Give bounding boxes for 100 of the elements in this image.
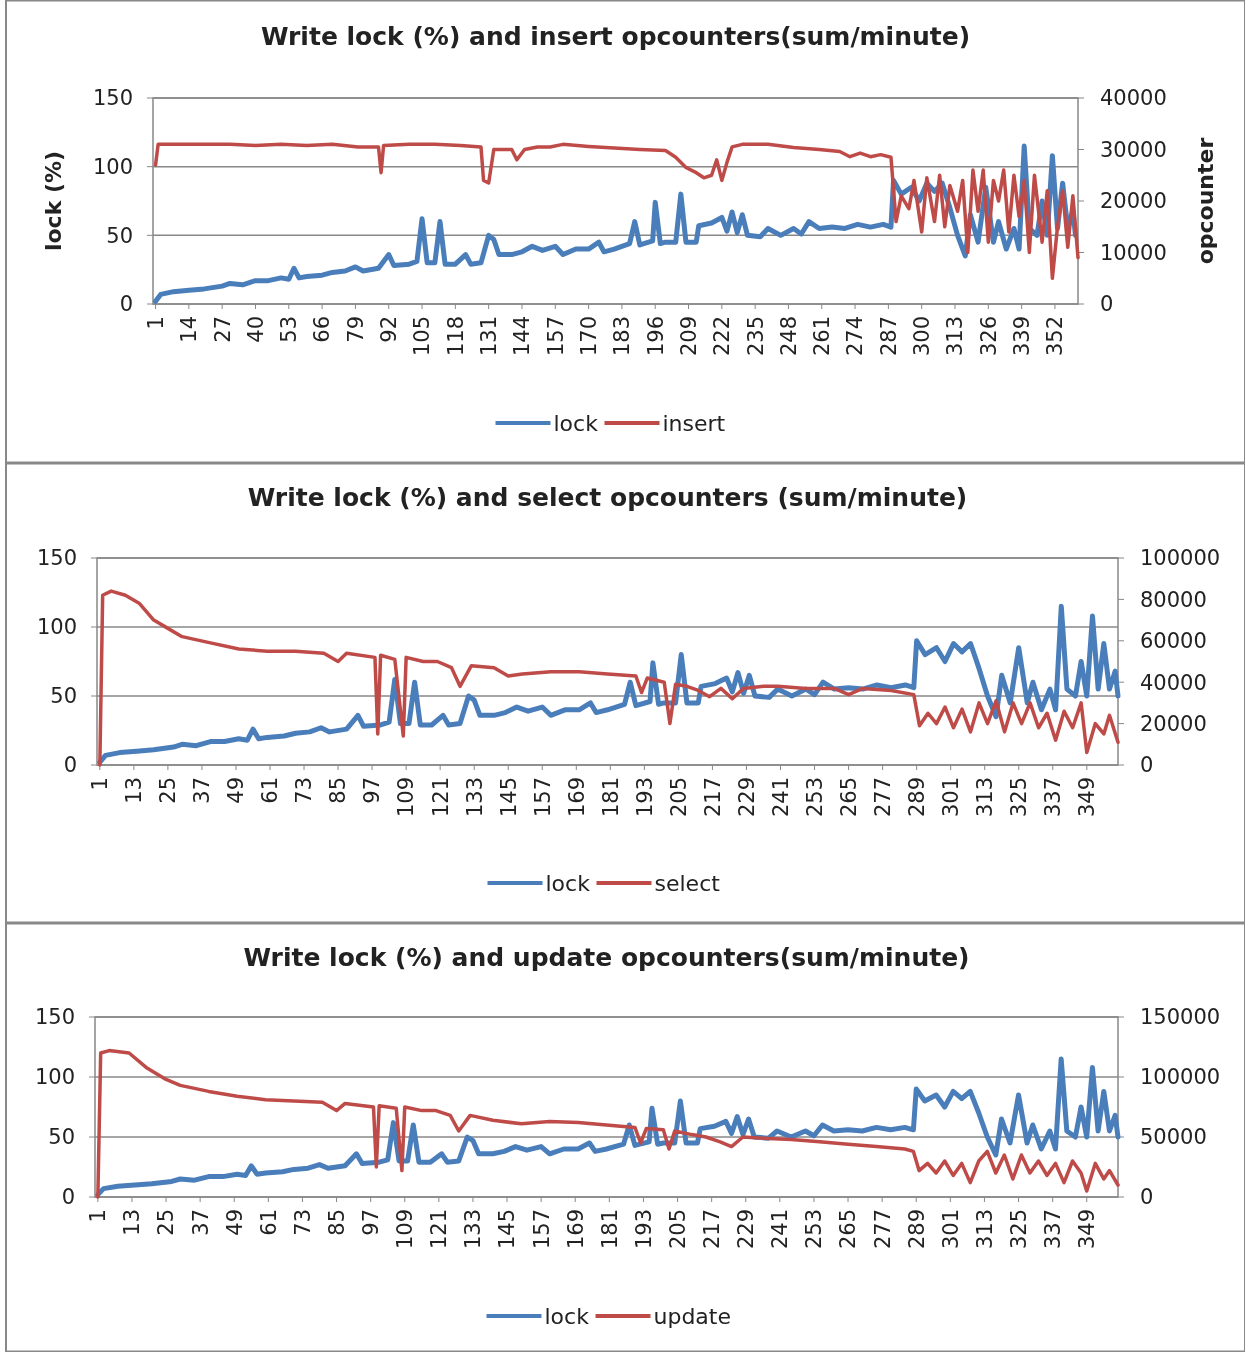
x-tick-label: 352 — [1043, 316, 1068, 357]
x-tick-label: 326 — [976, 316, 1001, 357]
legend-label: lock — [544, 1303, 590, 1329]
y-tick-label: 150 — [92, 86, 133, 111]
y-tick-label: 0 — [63, 753, 77, 778]
x-tick-label: 265 — [836, 777, 861, 818]
y2-tick-label: 0 — [1140, 1185, 1154, 1210]
x-tick-label: 85 — [326, 777, 351, 804]
x-tick-label: 109 — [393, 1209, 418, 1250]
x-tick-label: 289 — [904, 1209, 929, 1250]
x-tick-label: 118 — [443, 316, 468, 357]
x-tick-label: 1 — [88, 777, 113, 791]
chart-title: Write lock (%) and select opcounters (sum/minute) — [247, 483, 968, 512]
x-tick-label: 85 — [324, 1209, 349, 1236]
x-tick-label: 121 — [428, 777, 453, 818]
x-tick-label: 79 — [343, 316, 368, 343]
y2-tick-label: 40000 — [1100, 86, 1167, 111]
x-tick-label: 53 — [277, 316, 302, 343]
y2-tick-label: 150000 — [1140, 1005, 1221, 1030]
x-tick-label: 97 — [360, 777, 385, 804]
y-axis-title: lock (%) — [41, 150, 66, 252]
x-tick-label: 205 — [665, 1209, 690, 1250]
y2-tick-label: 0 — [1100, 292, 1114, 317]
x-tick-label: 157 — [543, 316, 568, 357]
x-tick-label: 1 — [143, 316, 168, 330]
y2-tick-label: 100000 — [1140, 546, 1221, 571]
y2-tick-label: 80000 — [1140, 587, 1207, 612]
x-tick-label: 66 — [310, 316, 335, 343]
x-tick-label: 349 — [1075, 777, 1100, 818]
x-tick-label: 248 — [776, 316, 801, 357]
x-tick-label: 301 — [938, 1209, 963, 1250]
x-tick-label: 301 — [939, 777, 964, 818]
x-tick-label: 61 — [258, 777, 283, 804]
y2-tick-label: 10000 — [1100, 240, 1167, 265]
x-tick-label: 144 — [510, 316, 535, 357]
x-tick-label: 313 — [972, 1209, 997, 1250]
legend-label: lock — [545, 870, 591, 896]
x-tick-label: 73 — [290, 1209, 315, 1236]
y2-tick-label: 20000 — [1100, 189, 1167, 214]
x-tick-label: 40 — [243, 316, 268, 343]
y-tick-label: 50 — [48, 1125, 75, 1150]
x-tick-label: 157 — [530, 777, 555, 818]
x-tick-label: 145 — [496, 777, 521, 818]
y2-tick-label: 50000 — [1140, 1125, 1207, 1150]
x-tick-label: 193 — [631, 1209, 656, 1250]
x-tick-label: 325 — [1006, 1209, 1031, 1250]
y-tick-label: 0 — [119, 292, 133, 317]
y2-tick-label: 30000 — [1100, 137, 1167, 162]
x-tick-label: 131 — [477, 316, 502, 357]
y-tick-label: 150 — [36, 546, 77, 571]
x-tick-label: 49 — [222, 1209, 247, 1236]
x-tick-label: 253 — [802, 777, 827, 818]
x-tick-label: 300 — [910, 316, 935, 357]
y2-axis-title: opcounter — [1193, 137, 1218, 265]
y-tick-label: 50 — [50, 684, 77, 709]
x-tick-label: 261 — [810, 316, 835, 357]
x-tick-label: 277 — [870, 777, 895, 818]
x-tick-label: 73 — [292, 777, 317, 804]
x-tick-label: 157 — [529, 1209, 554, 1250]
x-tick-label: 287 — [876, 316, 901, 357]
y2-tick-label: 0 — [1140, 753, 1154, 778]
x-tick-label: 265 — [836, 1209, 861, 1250]
x-tick-label: 92 — [377, 316, 402, 343]
x-tick-label: 277 — [870, 1209, 895, 1250]
y-tick-label: 100 — [34, 1065, 75, 1090]
x-tick-label: 1 — [86, 1209, 111, 1223]
x-tick-label: 27 — [210, 316, 235, 343]
x-tick-label: 229 — [734, 777, 759, 818]
legend-label: update — [653, 1303, 732, 1329]
x-tick-label: 133 — [462, 777, 487, 818]
y-tick-label: 100 — [36, 615, 77, 640]
x-tick-label: 25 — [154, 1209, 179, 1236]
y2-tick-label: 20000 — [1140, 711, 1207, 736]
legend-label: lock — [553, 410, 599, 436]
x-tick-label: 217 — [699, 1209, 724, 1250]
x-tick-label: 97 — [358, 1209, 383, 1236]
x-tick-label: 235 — [743, 316, 768, 357]
x-tick-label: 229 — [734, 1209, 759, 1250]
x-tick-label: 313 — [943, 316, 968, 357]
x-tick-label: 337 — [1040, 1209, 1065, 1250]
x-tick-label: 274 — [843, 316, 868, 357]
x-tick-label: 25 — [156, 777, 181, 804]
x-tick-label: 241 — [768, 1209, 793, 1250]
x-tick-label: 49 — [224, 777, 249, 804]
y2-tick-label: 100000 — [1140, 1065, 1221, 1090]
x-tick-label: 121 — [427, 1209, 452, 1250]
x-tick-label: 14 — [177, 316, 202, 343]
x-tick-label: 289 — [904, 777, 929, 818]
x-tick-label: 37 — [190, 777, 215, 804]
x-tick-label: 13 — [120, 1209, 145, 1236]
legend-label: insert — [662, 410, 726, 436]
x-tick-label: 181 — [597, 1209, 622, 1250]
x-tick-label: 109 — [394, 777, 419, 818]
x-tick-label: 339 — [1009, 316, 1034, 357]
y2-tick-label: 40000 — [1140, 670, 1207, 695]
x-tick-label: 205 — [666, 777, 691, 818]
x-tick-label: 145 — [495, 1209, 520, 1250]
x-tick-label: 181 — [598, 777, 623, 818]
x-tick-label: 325 — [1007, 777, 1032, 818]
x-tick-label: 241 — [768, 777, 793, 818]
